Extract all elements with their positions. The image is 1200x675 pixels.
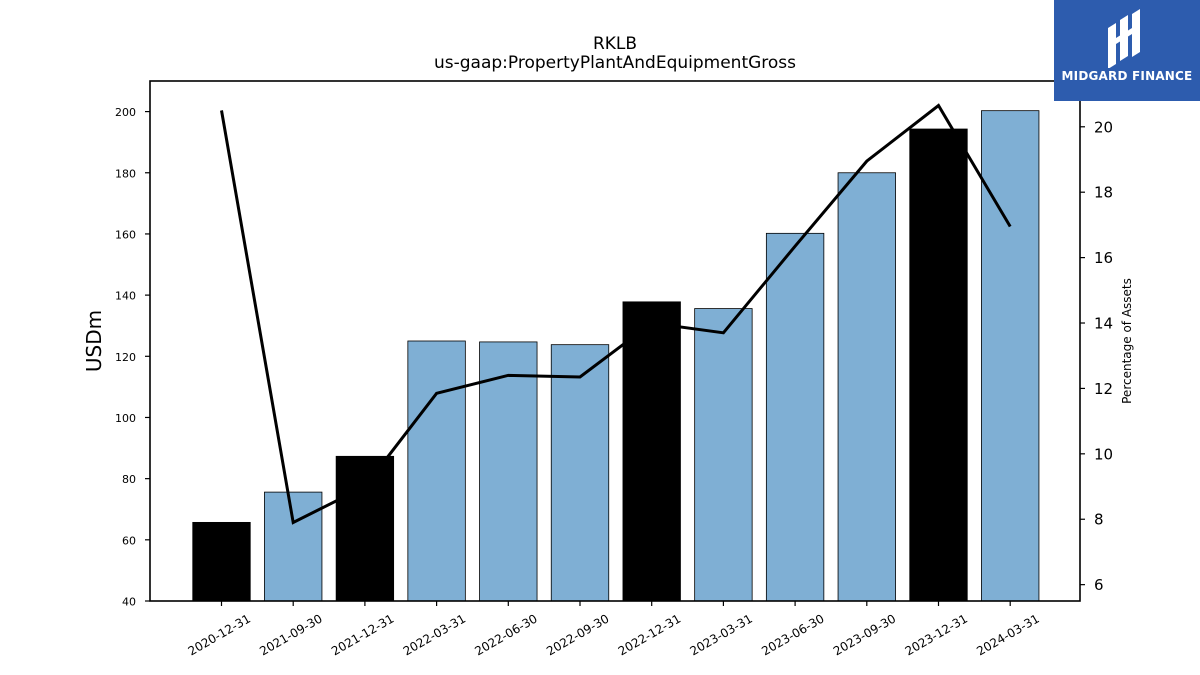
bar-2022-09-30 <box>550 344 610 602</box>
y-tick-label: 60 <box>122 534 136 547</box>
x-tick-label: 2023-06-30 <box>759 611 826 658</box>
y-axis-label: USDm <box>82 310 106 372</box>
bar-2020-12-31 <box>192 521 251 602</box>
x-tick-label: 2022-03-31 <box>401 611 468 658</box>
bar-2022-12-31 <box>622 301 681 602</box>
plot-frame <box>149 80 1081 602</box>
y2-tick-label: 20 <box>1094 118 1113 136</box>
y2-axis-label: Percentage of Assets <box>1120 278 1134 404</box>
y-tick-label: 160 <box>115 228 136 241</box>
x-tick-label: 2022-12-31 <box>616 611 683 658</box>
chart-title: RKLB <box>593 34 637 54</box>
x-tick-label: 2023-12-31 <box>903 611 970 658</box>
x-tick-label: 2022-09-30 <box>544 611 611 658</box>
y-tick-label: 40 <box>122 596 136 609</box>
x-tick-label: 2022-06-30 <box>472 611 539 658</box>
bar-2023-09-30 <box>837 172 896 602</box>
bar-2022-06-30 <box>479 341 538 602</box>
bar-2023-12-31 <box>909 128 968 602</box>
y2-tick-label: 16 <box>1094 249 1113 267</box>
x-tick-label: 2023-09-30 <box>831 611 898 658</box>
bar-2024-03-31 <box>981 110 1040 602</box>
y-tick-label: 100 <box>115 412 136 425</box>
y-tick-label: 120 <box>115 351 136 364</box>
y-tick-label: 200 <box>115 106 136 119</box>
bar-2022-03-31 <box>407 340 466 602</box>
y2-tick-label: 12 <box>1094 380 1113 398</box>
y-tick-label: 180 <box>115 167 136 180</box>
x-tick-label: 2021-09-30 <box>257 611 324 658</box>
y2-tick-label: 6 <box>1094 576 1104 594</box>
y-tick-label: 80 <box>122 473 136 486</box>
x-tick-label: 2023-03-31 <box>687 611 754 658</box>
percentage-line-group <box>220 103 1012 525</box>
y2-tick-label: 14 <box>1094 315 1113 333</box>
chart-subtitle: us-gaap:PropertyPlantAndEquipmentGross <box>434 53 796 73</box>
y2-tick-label: 8 <box>1094 511 1104 529</box>
x-tick-label: 2020-12-31 <box>186 611 253 658</box>
x-tick-label: 2021-12-31 <box>329 611 396 658</box>
bar-2023-06-30 <box>765 232 825 602</box>
y-tick-label: 140 <box>115 290 136 303</box>
midgard-logo-icon <box>1108 9 1140 68</box>
x-tick-label: 2024-03-31 <box>974 611 1041 658</box>
logo-text: MIDGARD FINANCE <box>1061 69 1193 83</box>
y2-tick-label: 10 <box>1094 445 1113 463</box>
bar-2021-12-31 <box>335 455 395 602</box>
midgard-finance-logo: MIDGARD FINANCE <box>1054 0 1200 101</box>
bar-2023-03-31 <box>694 308 753 602</box>
bars-group <box>192 110 1040 602</box>
y2-tick-label: 18 <box>1094 184 1113 202</box>
percentage-of-assets-line <box>220 103 1012 525</box>
bar-2021-09-30 <box>264 491 323 602</box>
